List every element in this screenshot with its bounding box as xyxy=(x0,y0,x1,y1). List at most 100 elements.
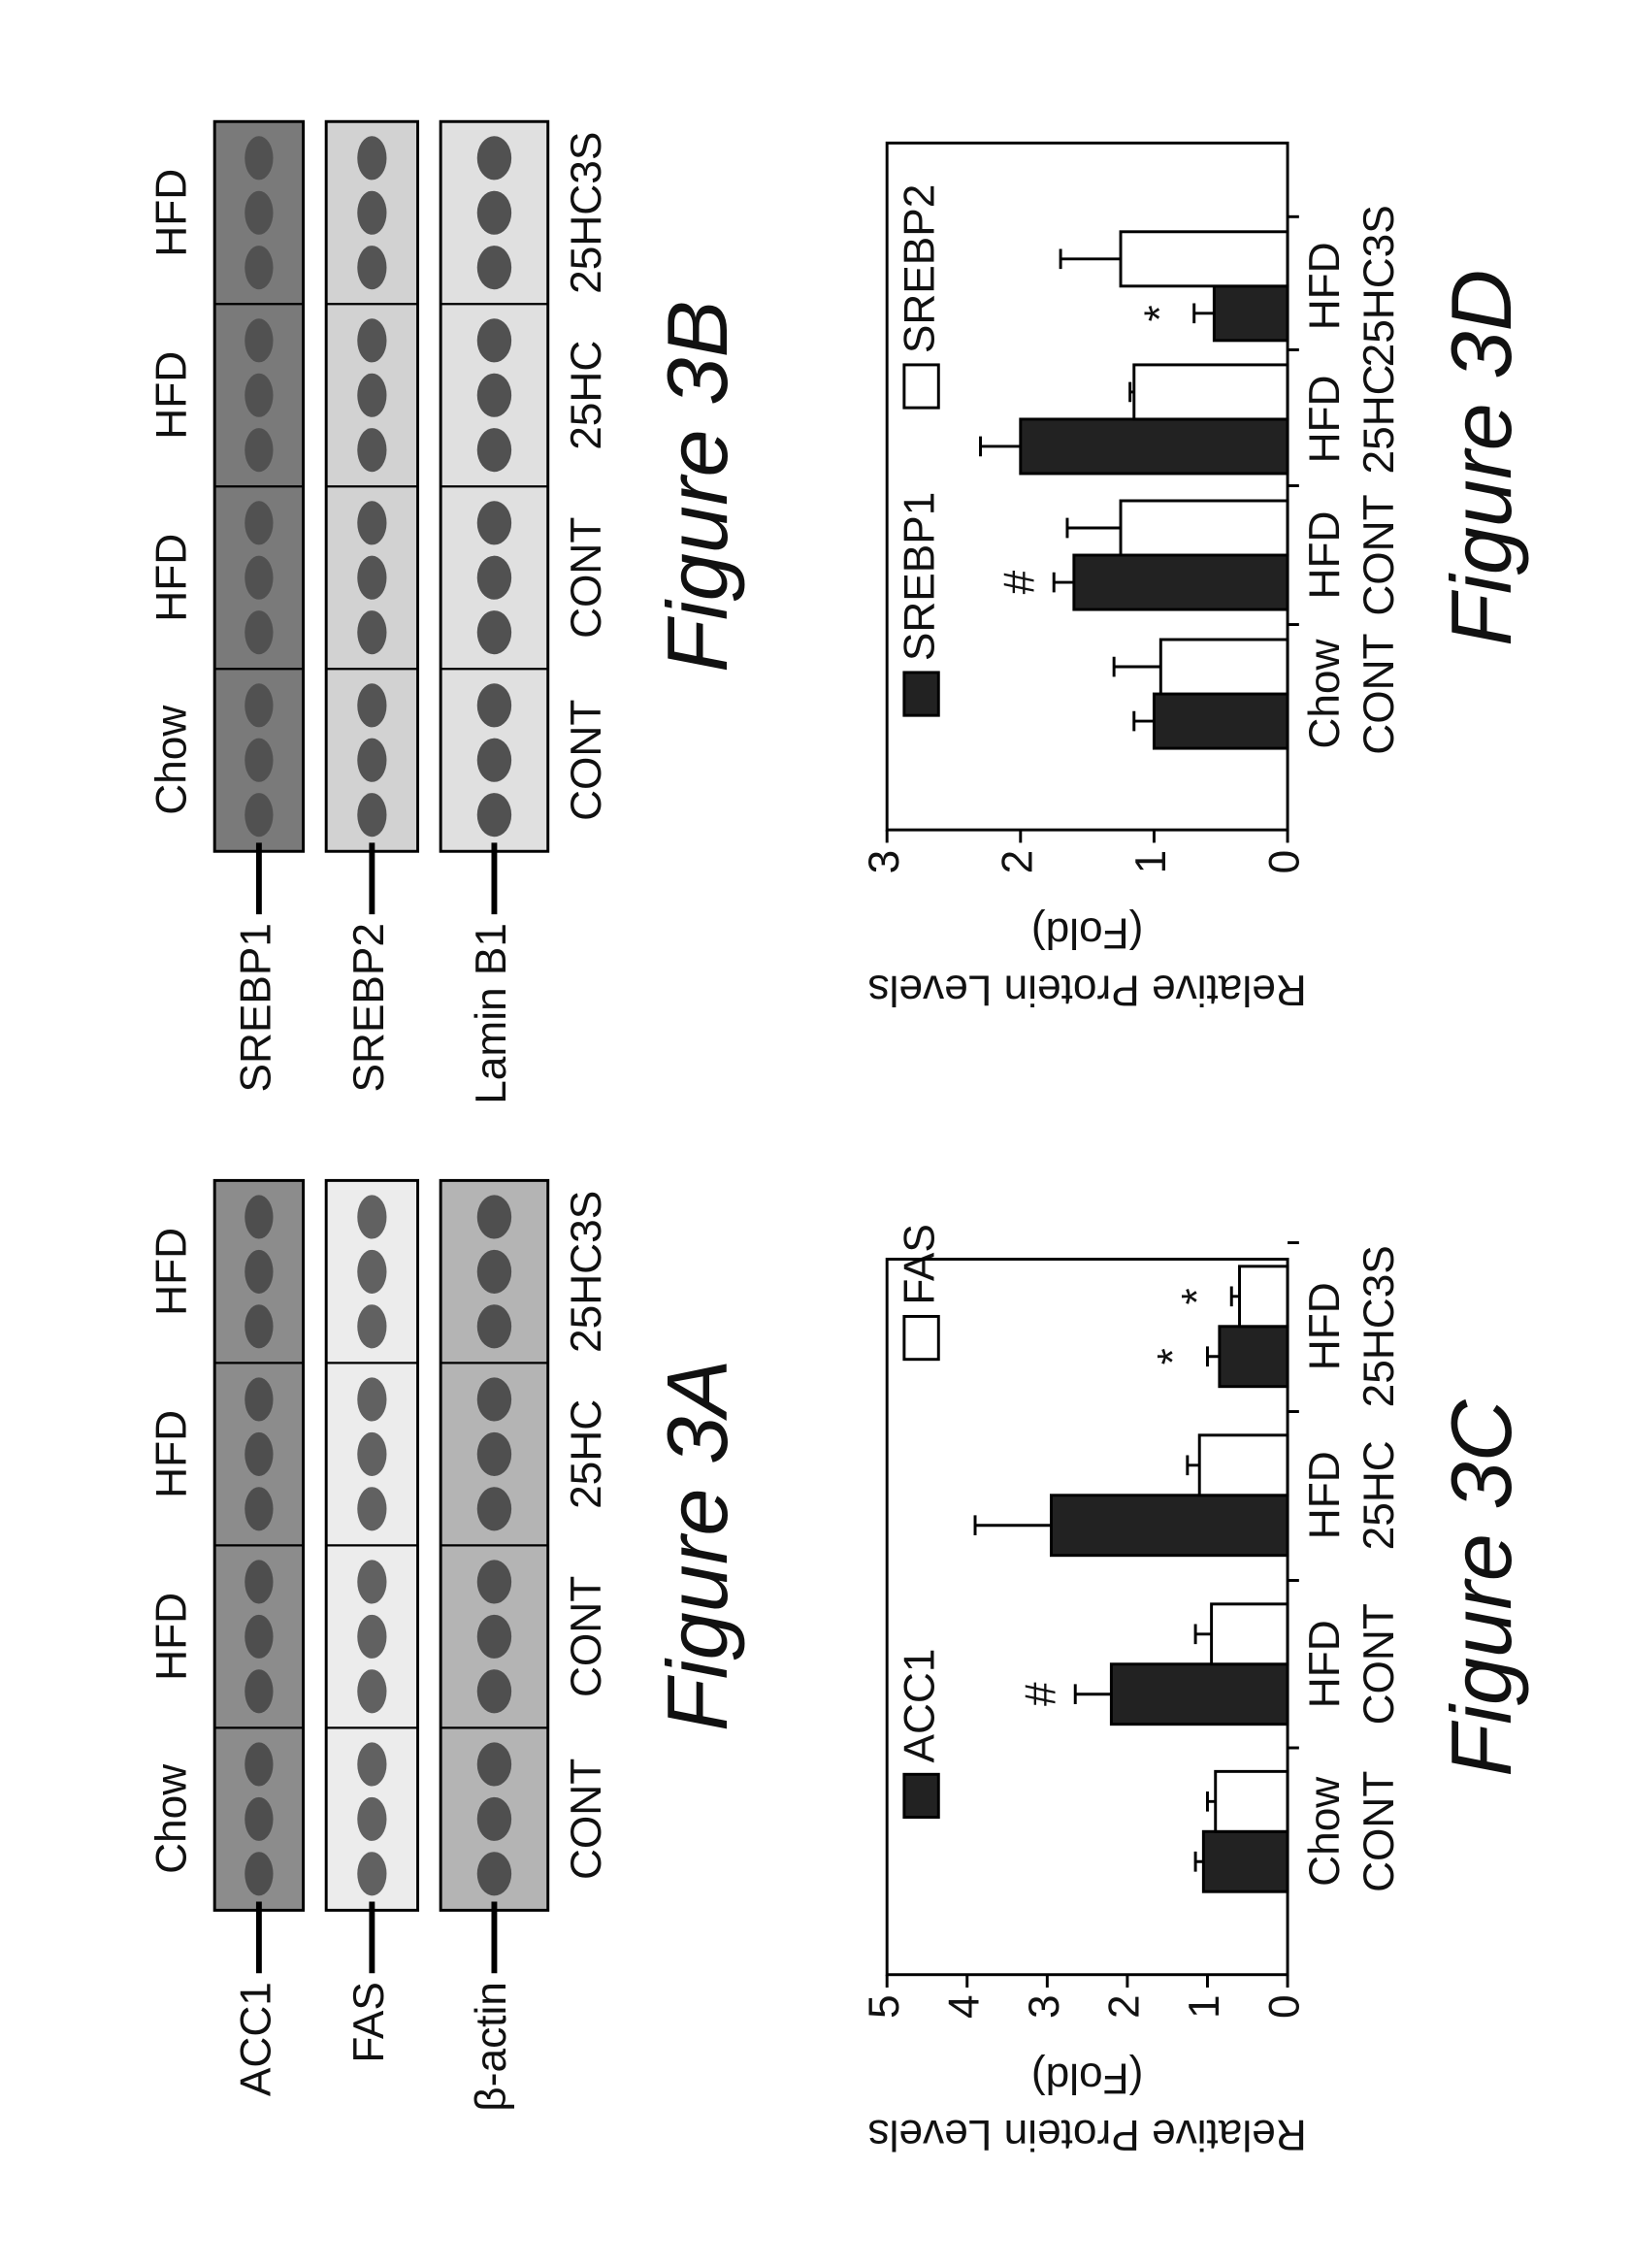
blot-band xyxy=(245,1742,274,1787)
error-bar xyxy=(1132,710,1155,732)
bar xyxy=(1119,230,1289,288)
lane-bottom-label: 25HC xyxy=(563,341,610,450)
blot-band xyxy=(357,1560,387,1604)
blot-band xyxy=(476,373,512,417)
x-tick-label: CONT xyxy=(1355,1603,1403,1725)
blot-band xyxy=(476,1796,512,1841)
y-axis-title: Relative Protein Levels xyxy=(867,2111,1306,2158)
bar xyxy=(1119,499,1289,557)
blot-band xyxy=(357,1377,387,1422)
significance-mark: # xyxy=(995,570,1043,594)
lane-bottom-label: CONT xyxy=(563,517,610,639)
blot-band xyxy=(245,1195,274,1239)
blot-band xyxy=(245,1377,274,1422)
y-tick-label: 2 xyxy=(1101,1994,1149,2019)
blot-band xyxy=(357,1852,387,1896)
blot-band xyxy=(357,428,387,473)
legend-label: ACC1 xyxy=(897,1649,944,1763)
legend-swatch xyxy=(902,363,940,410)
blot-band xyxy=(476,1249,512,1294)
plot-frame xyxy=(885,1258,1289,1977)
blot-band xyxy=(476,1614,512,1659)
y-axis-unit: (Fold) xyxy=(1031,2054,1143,2101)
lane-top-label: HFD xyxy=(148,1410,196,1498)
error-bar xyxy=(1206,1791,1216,1812)
error-bar xyxy=(1193,1624,1212,1645)
lane-top-label: Chow xyxy=(148,1763,196,1874)
blot-band xyxy=(476,1431,512,1476)
blot-band xyxy=(245,738,274,782)
blot-band xyxy=(357,1614,387,1659)
bar xyxy=(1214,1769,1289,1833)
blot-band xyxy=(476,738,512,782)
error-bar xyxy=(1186,1455,1200,1476)
legend-swatch xyxy=(902,671,940,717)
blot-band xyxy=(357,738,387,782)
y-axis-title: Relative Protein Levels xyxy=(867,967,1306,1014)
error-bar xyxy=(1193,1851,1204,1872)
blot-band xyxy=(245,1249,274,1294)
error-bar xyxy=(1073,1684,1112,1705)
lane-top-label: HFD xyxy=(148,351,196,440)
blot-band xyxy=(357,1487,387,1531)
x-tick-label: CONT xyxy=(1355,1771,1403,1892)
y-tick-label: 0 xyxy=(1261,850,1309,874)
blot-band xyxy=(476,246,512,290)
bar xyxy=(1019,417,1289,476)
blot-band xyxy=(357,501,387,545)
y-tick-label: 3 xyxy=(861,850,908,874)
blot-band xyxy=(476,683,512,728)
blot-band xyxy=(476,428,512,473)
error-bar xyxy=(1065,517,1122,539)
significance-mark: # xyxy=(1017,1682,1064,1706)
figure-caption: Figure 3B xyxy=(649,300,745,673)
error-bar xyxy=(1052,572,1074,593)
blot-band xyxy=(245,610,274,655)
x-tick-label: 25HC xyxy=(1355,364,1403,474)
blot-band xyxy=(357,1304,387,1349)
lane-top-label: HFD xyxy=(148,1228,196,1316)
lane-top-label: HFD xyxy=(148,534,196,622)
blot-band xyxy=(357,246,387,290)
legend-swatch xyxy=(902,1772,940,1820)
blot-band xyxy=(245,1560,274,1604)
x-tick-label: HFD xyxy=(1301,242,1349,330)
blot-band xyxy=(357,793,387,838)
error-bar xyxy=(1128,381,1134,403)
protein-label: SREBP2 xyxy=(345,923,393,1093)
plot-frame xyxy=(885,141,1289,832)
blot-band xyxy=(357,1195,387,1239)
bar xyxy=(1197,1433,1289,1497)
blot-band xyxy=(357,1431,387,1476)
x-tick-label: HFD xyxy=(1301,1282,1349,1370)
lane-bottom-label: 25HC3S xyxy=(563,132,610,294)
x-tick-label: HFD xyxy=(1301,1451,1349,1539)
blot-band xyxy=(357,1796,387,1841)
blot-band xyxy=(476,190,512,235)
error-bar xyxy=(1192,303,1215,324)
blot-band xyxy=(245,1669,274,1714)
protein-label: β-actin xyxy=(468,1982,515,2112)
blot-band xyxy=(245,1487,274,1531)
lane-bottom-label: 25HC xyxy=(563,1399,610,1509)
lane-top-label: HFD xyxy=(148,1593,196,1681)
blot-band xyxy=(476,136,512,181)
lane-top-label: Chow xyxy=(148,705,196,815)
blot-band xyxy=(245,793,274,838)
protein-label: Lamin B1 xyxy=(468,923,515,1104)
error-bar xyxy=(1206,1346,1220,1367)
blot-band xyxy=(476,1304,512,1349)
blot-band xyxy=(476,1560,512,1604)
bar xyxy=(1210,1602,1289,1666)
blot-band xyxy=(476,610,512,655)
blot-band xyxy=(357,373,387,417)
significance-mark: * xyxy=(1173,1288,1221,1304)
lane-bottom-label: CONT xyxy=(563,700,610,821)
blot-band xyxy=(357,1249,387,1294)
blot-band xyxy=(245,190,274,235)
blot-band xyxy=(476,1487,512,1531)
figure-caption: Figure 3A xyxy=(649,1360,745,1732)
blot-band xyxy=(476,1669,512,1714)
